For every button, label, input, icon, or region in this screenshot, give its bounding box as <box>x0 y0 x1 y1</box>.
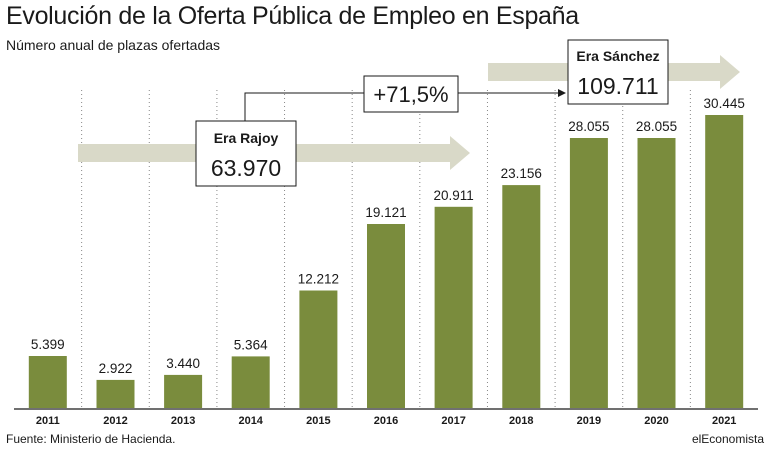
value-label-2016: 19.121 <box>365 205 406 220</box>
bar-2012 <box>96 379 135 408</box>
change-percent: +71,5% <box>373 82 448 107</box>
bar-2015 <box>299 290 338 408</box>
bar-2018 <box>502 185 541 408</box>
value-label-2015: 12.212 <box>298 272 339 287</box>
rajoy-box: Era Rajoy 63.970 <box>195 120 297 187</box>
value-label-2021: 30.445 <box>704 96 745 111</box>
bar-2021 <box>705 115 744 408</box>
bars-group <box>28 115 744 408</box>
year-label-2016: 2016 <box>374 415 398 427</box>
value-label-2020: 28.055 <box>636 119 677 134</box>
value-label-2017: 20.911 <box>433 188 473 203</box>
change-box: +71,5% <box>363 75 459 113</box>
value-label-2014: 5.364 <box>234 337 268 352</box>
bar-2020 <box>637 138 676 408</box>
bar-2019 <box>569 138 608 408</box>
year-label-2012: 2012 <box>103 415 127 427</box>
value-label-2019: 28.055 <box>568 119 609 134</box>
change-connector <box>244 89 566 122</box>
sanchez-value: 109.711 <box>577 73 658 99</box>
year-label-2020: 2020 <box>644 415 668 427</box>
year-label-2011: 2011 <box>36 415 60 427</box>
bar-2011 <box>28 356 67 408</box>
rajoy-value: 63.970 <box>211 155 281 181</box>
year-labels: 2011 2012 2013 2014 2015 2016 2017 2018 2019 2020… <box>36 415 737 427</box>
year-label-2018: 2018 <box>509 415 533 427</box>
brand-logo-text: elEconomista <box>691 432 764 446</box>
year-label-2013: 2013 <box>171 415 195 427</box>
value-label-2012: 2.922 <box>99 361 133 376</box>
value-label-2013: 3.440 <box>166 356 200 371</box>
rajoy-label: Era Rajoy <box>214 130 279 146</box>
year-label-2019: 2019 <box>577 415 601 427</box>
source-note: Fuente: Ministerio de Hacienda. <box>6 432 176 446</box>
bar-2014 <box>231 356 270 408</box>
sanchez-box: Era Sánchez 109.711 <box>567 39 669 105</box>
year-label-2015: 2015 <box>306 415 330 427</box>
value-labels: 5.399 2.922 3.440 5.364 12.212 19.121 20.911 23… <box>31 96 745 376</box>
bar-2017 <box>434 206 473 408</box>
chart-subtitle: Número anual de plazas ofertadas <box>6 37 221 53</box>
year-label-2017: 2017 <box>441 415 465 427</box>
value-label-2011: 5.399 <box>31 337 65 352</box>
year-label-2014: 2014 <box>238 415 263 427</box>
year-label-2021: 2021 <box>712 415 736 427</box>
value-label-2018: 23.156 <box>501 166 542 181</box>
chart-title: Evolución de la Oferta Pública de Empleo… <box>6 2 579 30</box>
bar-2016 <box>367 224 405 408</box>
sanchez-label: Era Sánchez <box>576 48 659 64</box>
bar-2013 <box>164 374 203 408</box>
